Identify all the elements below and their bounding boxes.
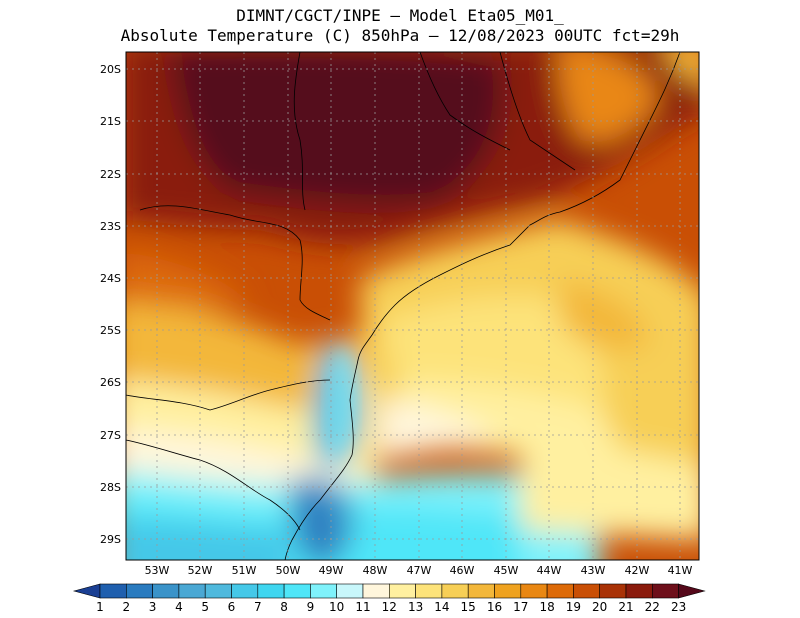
colorbar-swatch: [99, 583, 127, 599]
colorbar-swatch: [283, 583, 311, 599]
colorbar-label: 21: [618, 600, 633, 614]
lat-label: 29S: [100, 533, 121, 546]
colorbar-swatch: [441, 583, 469, 599]
map-grid: [126, 52, 699, 560]
colorbar-swatch: [625, 583, 653, 599]
lat-label: 20S: [100, 63, 121, 76]
latitude-labels: 20S 21S 22S 23S 24S 25S 26S 27S 28S 29S: [100, 63, 121, 546]
colorbar-label: 8: [280, 600, 288, 614]
colorbar-label: 12: [382, 600, 397, 614]
colorbar-swatch: [336, 583, 364, 599]
colorbar-swatch: [467, 583, 495, 599]
colorbar-label: 20: [592, 600, 607, 614]
map-frame: [125, 51, 700, 561]
colorbar-label: 22: [645, 600, 660, 614]
lon-label: 44W: [537, 564, 562, 577]
lat-label: 23S: [100, 220, 121, 233]
coastline-and-borders: [125, 51, 681, 561]
lon-label: 47W: [407, 564, 432, 577]
colorbar-label: 7: [254, 600, 262, 614]
colorbar-swatch: [231, 583, 259, 599]
colorbar-arrow-high: [678, 583, 706, 599]
colorbar-swatch: [257, 583, 285, 599]
lon-label: 43W: [581, 564, 606, 577]
lat-label: 25S: [100, 324, 121, 337]
lon-label: 51W: [232, 564, 257, 577]
colorbar-labels: 1 2 3 4 5 6 7 8 9 10 11 12 13 14 15 16 1…: [96, 600, 686, 614]
lon-label: 49W: [319, 564, 344, 577]
colorbar-swatch: [178, 583, 206, 599]
colorbar-swatches: [72, 583, 706, 599]
lat-label: 22S: [100, 168, 121, 181]
colorbar-label: 6: [228, 600, 236, 614]
lon-label: 48W: [363, 564, 388, 577]
colorbar-label: 3: [149, 600, 157, 614]
colorbar: 1 2 3 4 5 6 7 8 9 10 11 12 13 14 15 16 1…: [72, 583, 706, 614]
lat-label: 27S: [100, 429, 121, 442]
colorbar-label: 1: [96, 600, 104, 614]
colorbar-label: 2: [122, 600, 130, 614]
lon-label: 50W: [276, 564, 301, 577]
colorbar-label: 18: [539, 600, 554, 614]
lon-label: 52W: [188, 564, 213, 577]
colorbar-label: 5: [201, 600, 209, 614]
colorbar-swatch: [415, 583, 443, 599]
colorbar-swatch: [126, 583, 153, 599]
chart-title-line2: Absolute Temperature (C) 850hPa — 12/08/…: [120, 26, 680, 45]
temperature-field: [126, 52, 699, 560]
colorbar-swatch: [204, 583, 232, 599]
chart-title-line1: DIMNT/CGCT/INPE — Model Eta05_M01_: [236, 6, 564, 25]
colorbar-swatch: [388, 583, 416, 599]
longitude-labels: 53W 52W 51W 50W 49W 48W 47W 46W 45W 44W …: [145, 564, 693, 577]
colorbar-label: 23: [671, 600, 686, 614]
colorbar-label: 17: [513, 600, 528, 614]
colorbar-swatch: [310, 583, 337, 599]
colorbar-label: 16: [487, 600, 502, 614]
colorbar-label: 15: [461, 600, 476, 614]
colorbar-label: 4: [175, 600, 183, 614]
lon-label: 53W: [145, 564, 170, 577]
colorbar-swatch: [520, 583, 548, 599]
colorbar-label: 11: [355, 600, 370, 614]
colorbar-swatch: [651, 583, 679, 599]
colorbar-label: 14: [434, 600, 449, 614]
lat-label: 28S: [100, 481, 121, 494]
colorbar-label: 19: [566, 600, 581, 614]
lon-label: 41W: [668, 564, 693, 577]
colorbar-swatch: [599, 583, 627, 599]
colorbar-label: 10: [329, 600, 344, 614]
colorbar-label: 13: [408, 600, 423, 614]
colorbar-swatch: [573, 583, 601, 599]
lat-label: 24S: [100, 272, 121, 285]
colorbar-arrow-low: [72, 583, 101, 599]
colorbar-swatch: [546, 583, 574, 599]
lon-label: 45W: [494, 564, 519, 577]
lat-label: 26S: [100, 376, 121, 389]
colorbar-swatch: [362, 583, 390, 599]
lon-label: 42W: [625, 564, 650, 577]
lon-label: 46W: [450, 564, 475, 577]
colorbar-swatch: [152, 583, 180, 599]
colorbar-label: 9: [307, 600, 315, 614]
colorbar-swatch: [494, 583, 522, 599]
lat-label: 21S: [100, 115, 121, 128]
